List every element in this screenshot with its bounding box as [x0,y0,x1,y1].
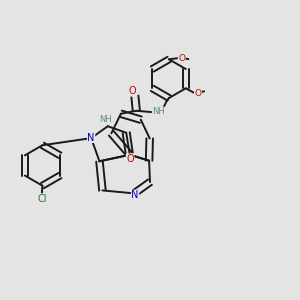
Text: N: N [131,190,139,200]
Text: O: O [128,86,136,96]
Text: N: N [88,133,95,142]
Text: O: O [126,154,134,164]
Text: O: O [178,54,185,63]
Text: NH: NH [152,107,165,116]
Text: O: O [194,89,201,98]
Text: Cl: Cl [37,194,46,204]
Text: NH: NH [99,115,112,124]
